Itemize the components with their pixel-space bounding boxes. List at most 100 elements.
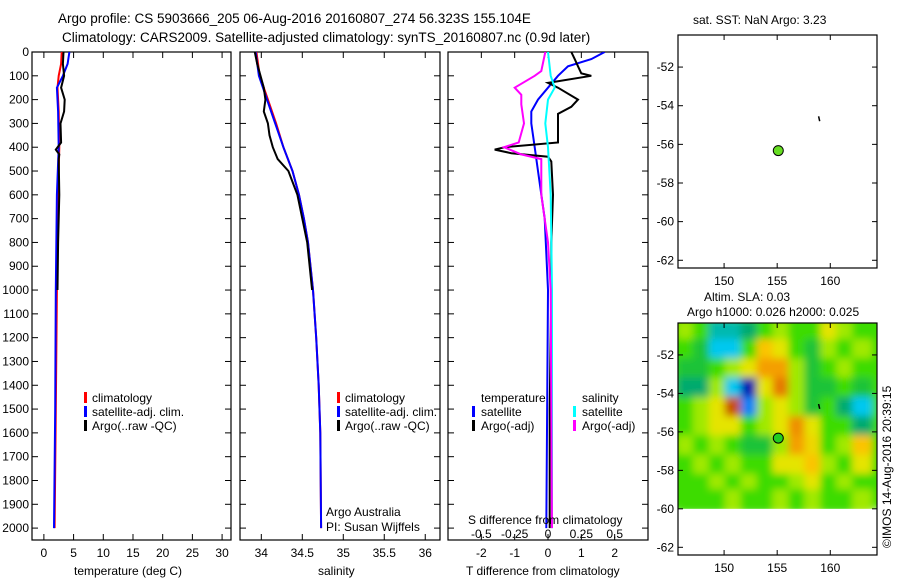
sla-cell [724,454,745,479]
series-line-argo-raw-qc- [54,52,66,291]
legend-label: Argo(-adj) [582,419,635,433]
sla-cell [708,323,729,344]
lat-tick-label: -58 [657,463,675,477]
argo-position-marker [772,432,784,444]
series-line-salinity-argo-adj- [501,52,553,529]
sla-cell [788,377,809,402]
sla-cell [724,489,745,513]
sla-cell [836,454,857,479]
y-tick-label: 900 [9,259,29,273]
y-tick-label: 400 [9,140,29,154]
sla-cell [772,339,793,364]
sla-cell [692,454,713,479]
sla-cell [692,435,713,460]
sla-cell [724,435,745,460]
lon-tick-label: 150 [714,561,734,575]
sla-cell [678,358,697,383]
sla-cell [852,358,873,383]
sla-cell [836,377,857,402]
temperature-legend: climatology satellite-adj. clim. Argo(..… [84,391,184,433]
x-tick-label: 5 [70,546,77,560]
x-axis-label-temperature: temperature (deg C) [74,564,182,578]
sst-map-panel: 150 155 160 -52 -54 -56 -58 -60 -62 [657,34,878,288]
sla-map-panel: 150 155 160 -52 -54 -56 -58 -60 -62 [657,322,878,575]
lon-tick-label: 160 [820,274,840,288]
x-tick-label: -2 [476,546,487,560]
lat-tick-label: -52 [657,348,675,362]
y-tick-label: 1000 [2,283,29,297]
lat-tick-label: -56 [657,137,675,151]
lon-tick-label: 150 [714,274,734,288]
legend-label: satellite-adj. clim. [345,405,437,419]
y-tick-label: 100 [9,69,29,83]
sla-cell [740,377,761,402]
sla-cell [708,396,729,421]
legend-swatch-s-argo [573,420,576,431]
difference-legend: temperature salinity satellite Argo(-adj… [468,391,635,527]
sla-cell [820,323,841,344]
legend-heading-salinity: salinity [582,391,619,405]
sla-cell [692,396,713,421]
sla-cell [724,339,745,364]
series-group [53,52,71,529]
s-tick-label: -0.5 [471,527,492,541]
legend-swatch-satellite [337,406,340,417]
legend-swatch-t-satellite [472,406,475,417]
sla-cell [852,339,873,364]
x-tick-label: 20 [156,546,170,560]
x-tick-label: 35.5 [373,546,397,560]
sla-cell [772,454,793,479]
sla-cell [756,396,777,421]
sla-cell [772,489,793,513]
s-tick-label: 0 [545,527,552,541]
lat-tick-label: -54 [657,386,675,400]
sla-cell [852,435,873,460]
s-tick-label: 0.25 [570,527,594,541]
x-tick-label: 0 [545,546,552,560]
sla-cells [678,323,877,513]
lat-tick-label: -58 [657,176,675,190]
sla-cell [724,416,745,441]
sla-cell [836,416,857,441]
legend-label: satellite-adj. clim. [92,405,184,419]
x-tick-label: 10 [97,546,111,560]
sla-cell [836,396,857,421]
sla-cell [756,323,777,344]
sla-cell [788,323,809,344]
legend-swatch-climatology [337,392,340,403]
sla-cell [708,489,729,513]
sla-cell [804,416,825,441]
sla-cell [772,396,793,421]
series-line-satellite-adj-clim- [53,52,71,529]
legend-swatch-climatology [84,392,87,403]
series-line-temperature-argo-adj- [494,52,592,529]
sla-cell [852,416,873,441]
s-axis-label: S difference from climatology [468,513,623,527]
sla-cell [708,435,729,460]
sla-cell [740,323,761,344]
y-tick-label: 1300 [2,354,29,368]
x-tick-label: 2 [611,546,618,560]
sla-cell [724,377,745,402]
sla-cell [692,323,713,344]
lat-tick-label: -54 [657,99,675,113]
sst-map-title: sat. SST: NaN Argo: 3.23 [693,13,827,27]
sla-cell [820,489,841,513]
sla-cell [852,396,873,421]
sla-cell [692,339,713,364]
s-tick-label: -0.25 [501,527,529,541]
sla-cell [724,323,745,344]
sla-cell [772,358,793,383]
sla-cell [724,358,745,383]
legend-swatch-t-argo [472,420,475,431]
legend-swatch-argo [84,420,87,431]
sla-cell [788,396,809,421]
y-tick-label: 200 [9,93,29,107]
sla-cell [678,339,697,364]
sla-cell [820,416,841,441]
temperature-panel: 0100200300400500600700800900100011001200… [2,45,232,560]
y-tick-label: 800 [9,235,29,249]
y-tick-label: 1100 [3,307,29,321]
sla-cell [820,454,841,479]
y-tick-label: 1500 [2,402,29,416]
